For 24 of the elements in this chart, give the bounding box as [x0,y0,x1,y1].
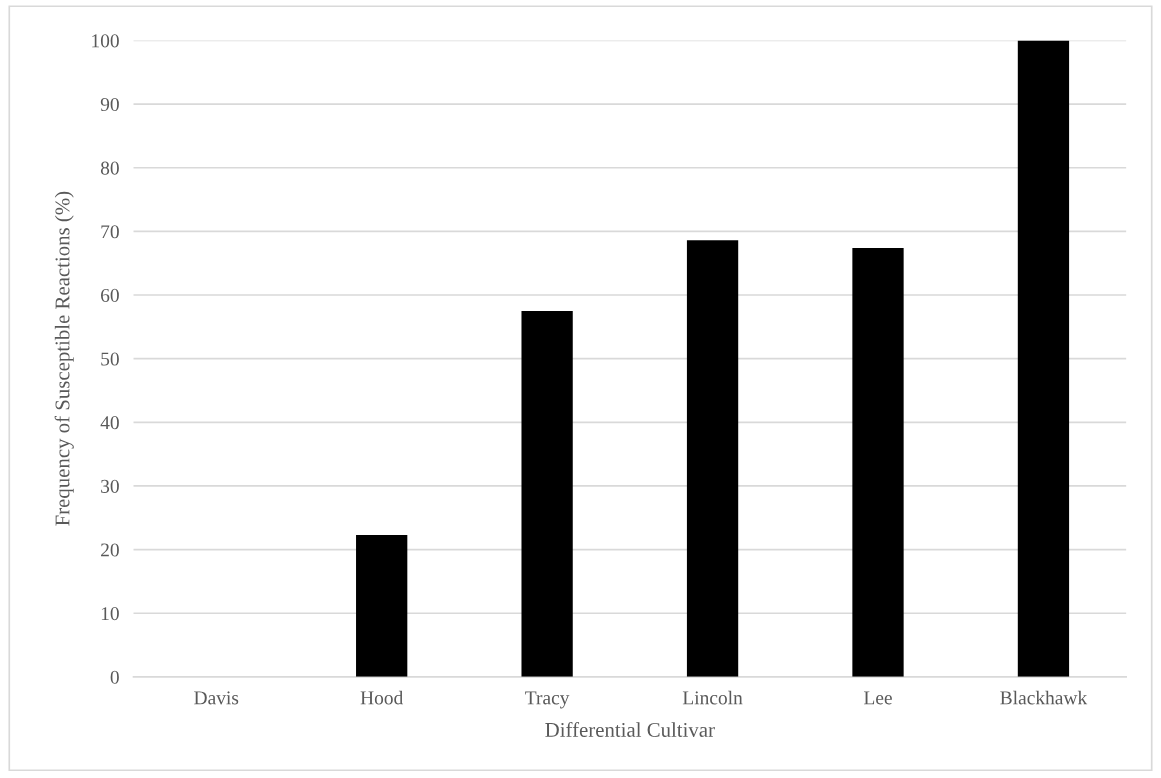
x-axis-title: Differential Cultivar [545,722,715,737]
y-tick-label: 60 [101,288,119,302]
x-tick-label: Lincoln [682,690,743,705]
y-tick-label: 30 [101,479,119,493]
y-tick-label: 90 [100,97,119,112]
bar [852,247,904,677]
y-tick-label: 100 [92,34,119,48]
y-tick-label: 70 [101,225,119,239]
x-tick-label: Blackhawk [1000,690,1088,705]
y-tick-label: 20 [101,543,119,557]
bar [1017,40,1070,677]
bar [686,240,739,677]
x-tick-label: Davis [194,691,239,705]
bar [521,310,573,677]
y-tick-label: 80 [100,161,119,175]
x-tick-label: Hood [360,690,404,705]
y-tick-label: 0 [110,670,119,684]
y-axis-title: Frequency of Susceptible Reactions (%) [54,191,74,526]
y-tick-label: 40 [100,416,119,430]
x-tick-label: Tracy [525,691,570,709]
bar [356,534,408,677]
x-tick-label: Lee [864,691,892,705]
y-tick-label: 50 [101,352,119,366]
y-tick-label: 10 [101,607,119,621]
